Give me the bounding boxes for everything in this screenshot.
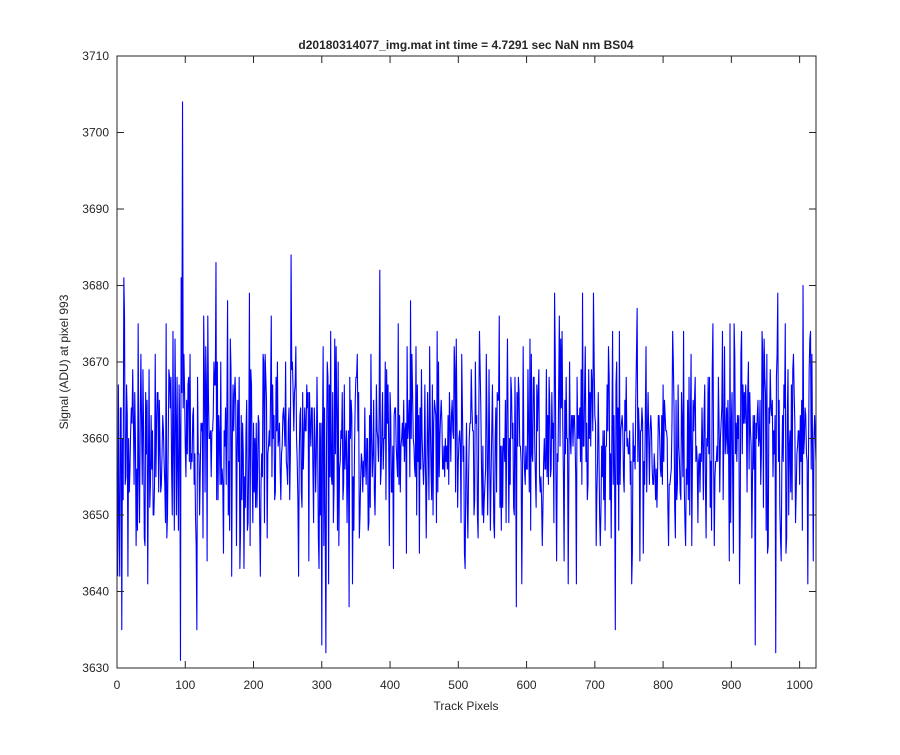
y-tick-label: 3710 bbox=[82, 49, 109, 63]
x-tick-label: 1000 bbox=[786, 678, 813, 692]
x-tick-label: 300 bbox=[312, 678, 332, 692]
x-tick-label: 500 bbox=[448, 678, 468, 692]
y-tick-label: 3630 bbox=[82, 661, 109, 675]
series-line bbox=[117, 101, 817, 661]
x-tick-label: 200 bbox=[244, 678, 264, 692]
x-axis-label: Track Pixels bbox=[434, 699, 499, 713]
x-tick-label: 700 bbox=[585, 678, 605, 692]
x-tick-label: 0 bbox=[114, 678, 121, 692]
y-ticks: 3630 3640 3650 3660 3670 3680 3690 3700 3710 bbox=[82, 49, 816, 675]
y-tick-label: 3690 bbox=[82, 202, 109, 216]
plot-background bbox=[117, 56, 816, 668]
y-tick-label: 3660 bbox=[82, 432, 109, 446]
x-tick-label: 100 bbox=[175, 678, 195, 692]
y-tick-label: 3670 bbox=[82, 355, 109, 369]
x-ticks: 0 100 200 300 400 500 600 700 800 900 1000 bbox=[114, 56, 813, 692]
y-tick-label: 3680 bbox=[82, 279, 109, 293]
x-tick-label: 800 bbox=[653, 678, 673, 692]
y-axis-label: Signal (ADU) at pixel 993 bbox=[57, 294, 71, 429]
series-layer bbox=[117, 101, 817, 661]
y-tick-label: 3700 bbox=[82, 126, 109, 140]
y-tick-label: 3650 bbox=[82, 508, 109, 522]
x-tick-label: 900 bbox=[721, 678, 741, 692]
y-tick-label: 3640 bbox=[82, 585, 109, 599]
chart-title: d20180314077_img.mat int time = 4.7291 s… bbox=[298, 38, 634, 52]
x-tick-label: 600 bbox=[517, 678, 537, 692]
x-tick-label: 400 bbox=[380, 678, 400, 692]
